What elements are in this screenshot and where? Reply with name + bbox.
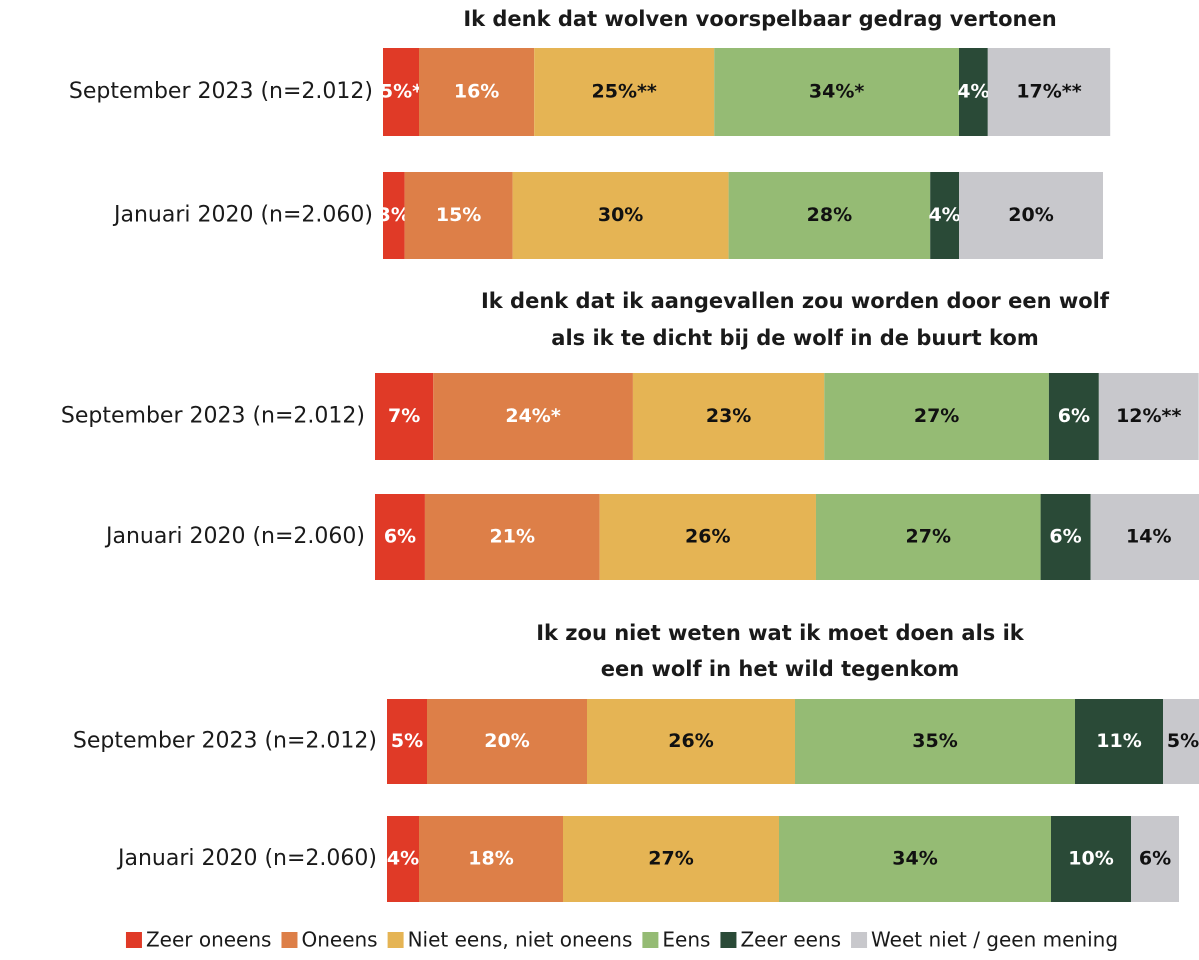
bar-segment: [387, 699, 427, 784]
value-label: 34%: [892, 848, 937, 870]
value-label: 27%: [906, 526, 951, 548]
bar-segment: [714, 48, 959, 136]
legend-swatch: [125, 932, 142, 948]
legend-label: Eens: [662, 928, 710, 952]
legend-label: Niet eens, niet oneens: [408, 928, 633, 952]
bar-segment: [599, 494, 816, 580]
value-label: 20%: [484, 730, 529, 752]
chart-title: een wolf in het wild tegenkom: [601, 657, 960, 681]
bar-segment: [383, 48, 419, 136]
value-label: 28%: [807, 204, 852, 226]
category-label: Januari 2020 (n=2.060): [116, 846, 377, 871]
bar-segment: [959, 48, 988, 136]
category-label: September 2023 (n=2.012): [61, 404, 365, 429]
bar-segment: [930, 172, 959, 259]
value-label: 20%: [1008, 204, 1053, 226]
bar-segment: [1048, 373, 1099, 460]
chart-title: Ik denk dat ik aangevallen zou worden do…: [481, 289, 1110, 313]
value-label: 14%: [1126, 526, 1171, 548]
value-label: 6%: [1049, 526, 1081, 548]
bar-segment: [512, 172, 729, 259]
bar-segment: [427, 699, 587, 784]
bar-segment: [387, 816, 419, 902]
bar-segment: [1040, 494, 1091, 580]
bar-segment: [1163, 699, 1199, 784]
value-label: 11%: [1096, 730, 1141, 752]
value-label: 21%: [490, 526, 535, 548]
value-label: 30%: [598, 204, 643, 226]
bar-segment: [779, 816, 1051, 902]
value-label: 15%: [436, 204, 481, 226]
value-label: 6%: [384, 526, 416, 548]
value-label: 12%**: [1116, 405, 1181, 427]
bar-segment: [534, 48, 715, 136]
value-label: 35%: [912, 730, 957, 752]
legend-swatch: [281, 932, 298, 948]
value-label: 4%: [957, 81, 989, 103]
bar-segment: [815, 494, 1041, 580]
value-label: 23%: [706, 405, 751, 427]
bar-segment: [1131, 816, 1179, 902]
bar-segment: [795, 699, 1075, 784]
bar-segment: [419, 48, 535, 136]
value-label: 5%: [1167, 730, 1199, 752]
bar-segment: [987, 48, 1111, 136]
bar-segment: [375, 373, 434, 460]
value-label: 6%: [1139, 848, 1171, 870]
legend-label: Weet niet / geen mening: [871, 928, 1118, 952]
value-label: 27%: [914, 405, 959, 427]
value-label: 3%: [378, 204, 410, 226]
bar-segment: [404, 172, 513, 259]
bar-segment: [959, 172, 1103, 259]
legend-label: Oneens: [301, 928, 377, 952]
bar-segment: [419, 816, 563, 902]
bar-segment: [1098, 373, 1199, 460]
bar-segment: [1090, 494, 1199, 580]
chart-title: Ik denk dat wolven voorspelbaar gedrag v…: [463, 7, 1056, 31]
bar-segment: [375, 494, 425, 580]
value-label: 5%*: [380, 81, 422, 103]
legend-label: Zeer oneens: [146, 928, 272, 952]
bar-segment: [433, 373, 633, 460]
value-label: 24%*: [505, 405, 560, 427]
bar-segment: [728, 172, 931, 259]
legend-swatch: [720, 932, 737, 948]
value-label: 7%: [388, 405, 420, 427]
bar-segment: [383, 172, 405, 259]
category-label: September 2023 (n=2.012): [73, 729, 377, 754]
value-label: 16%: [454, 81, 499, 103]
chart-title: Ik zou niet weten wat ik moet doen als i…: [536, 621, 1025, 645]
legend-swatch: [642, 932, 659, 948]
legend-swatch: [387, 932, 404, 948]
plot: Ik denk dat wolven voorspelbaar gedrag v…: [61, 7, 1199, 952]
value-label: 26%: [668, 730, 713, 752]
value-label: 18%: [468, 848, 513, 870]
value-label: 17%**: [1016, 81, 1081, 103]
bar-segment: [824, 373, 1049, 460]
legend-label: Zeer eens: [740, 928, 841, 952]
bar-segment: [1051, 816, 1131, 902]
bar-segment: [632, 373, 825, 460]
value-label: 25%**: [592, 81, 657, 103]
value-label: 26%: [685, 526, 730, 548]
bar-segment: [587, 699, 795, 784]
value-label: 27%: [648, 848, 693, 870]
chart-title: als ik te dicht bij de wolf in de buurt …: [551, 326, 1038, 350]
value-label: 4%: [387, 848, 419, 870]
value-label: 10%: [1068, 848, 1113, 870]
value-label: 6%: [1058, 405, 1090, 427]
value-label: 4%: [928, 204, 960, 226]
value-label: 34%*: [809, 81, 864, 103]
bar-segment: [1075, 699, 1163, 784]
value-label: 5%: [391, 730, 423, 752]
category-label: Januari 2020 (n=2.060): [104, 524, 365, 549]
category-label: September 2023 (n=2.012): [69, 79, 373, 104]
bar-segment: [563, 816, 779, 902]
legend-swatch: [851, 932, 868, 948]
bar-segment: [424, 494, 600, 580]
category-label: Januari 2020 (n=2.060): [112, 203, 373, 228]
